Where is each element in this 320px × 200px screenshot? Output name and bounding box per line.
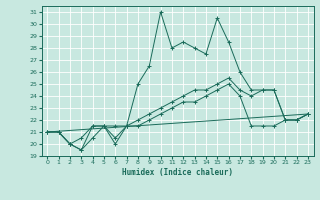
X-axis label: Humidex (Indice chaleur): Humidex (Indice chaleur) [122,168,233,177]
